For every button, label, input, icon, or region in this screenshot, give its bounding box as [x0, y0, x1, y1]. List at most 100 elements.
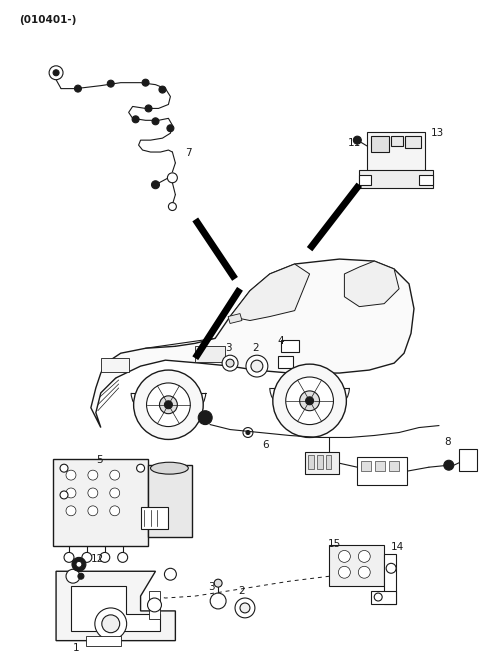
Circle shape — [74, 85, 82, 92]
Bar — [329, 544, 384, 586]
Circle shape — [100, 552, 110, 562]
Text: 2: 2 — [252, 343, 259, 354]
Text: 15: 15 — [327, 539, 341, 548]
Circle shape — [444, 461, 454, 470]
Circle shape — [374, 593, 382, 601]
Circle shape — [142, 79, 149, 86]
Circle shape — [72, 558, 86, 571]
Text: 2: 2 — [238, 586, 245, 596]
Circle shape — [386, 564, 396, 573]
Bar — [371, 591, 396, 604]
Circle shape — [110, 488, 120, 498]
Bar — [308, 455, 313, 469]
Polygon shape — [56, 571, 175, 641]
Bar — [384, 554, 396, 604]
Circle shape — [66, 569, 80, 583]
Bar — [53, 459, 147, 546]
Circle shape — [102, 615, 120, 632]
Bar — [278, 356, 293, 368]
Bar — [367, 133, 425, 172]
Text: 3: 3 — [208, 582, 215, 592]
Bar — [101, 358, 129, 372]
Circle shape — [243, 428, 253, 438]
Bar — [281, 340, 299, 352]
Circle shape — [110, 470, 120, 480]
Circle shape — [137, 464, 144, 472]
Bar — [360, 170, 433, 188]
Circle shape — [88, 506, 98, 516]
Bar — [459, 449, 477, 471]
Circle shape — [165, 568, 176, 580]
Circle shape — [159, 396, 178, 414]
Bar — [141, 507, 168, 529]
Circle shape — [198, 411, 212, 424]
Circle shape — [66, 470, 76, 480]
Text: 3: 3 — [225, 343, 232, 354]
Circle shape — [168, 203, 176, 211]
Ellipse shape — [151, 462, 188, 474]
Text: 8: 8 — [444, 438, 450, 447]
Circle shape — [246, 355, 268, 377]
Circle shape — [210, 593, 226, 609]
Circle shape — [88, 488, 98, 498]
Circle shape — [88, 470, 98, 480]
Circle shape — [133, 370, 203, 440]
Circle shape — [53, 70, 59, 75]
Polygon shape — [71, 586, 160, 630]
Circle shape — [338, 550, 350, 562]
Circle shape — [152, 181, 159, 189]
Circle shape — [251, 360, 263, 372]
Circle shape — [358, 566, 370, 578]
Circle shape — [240, 603, 250, 613]
Text: 13: 13 — [431, 128, 444, 138]
Text: 12: 12 — [91, 554, 104, 564]
Circle shape — [358, 550, 370, 562]
Circle shape — [273, 364, 347, 438]
Bar — [360, 175, 371, 185]
Bar — [86, 636, 120, 646]
Bar — [305, 453, 339, 474]
Circle shape — [306, 397, 313, 405]
Bar — [389, 461, 399, 471]
Circle shape — [246, 430, 250, 434]
Polygon shape — [344, 261, 399, 306]
Text: 7: 7 — [185, 148, 192, 158]
Circle shape — [147, 598, 161, 612]
Circle shape — [165, 401, 172, 409]
Circle shape — [235, 598, 255, 618]
Bar — [405, 136, 421, 148]
Circle shape — [286, 377, 334, 424]
Bar — [195, 346, 225, 362]
Circle shape — [353, 136, 361, 144]
Text: 1: 1 — [73, 643, 80, 653]
Circle shape — [60, 464, 68, 472]
Text: 4: 4 — [278, 337, 285, 346]
Circle shape — [214, 579, 222, 587]
Circle shape — [145, 105, 152, 112]
Circle shape — [146, 383, 190, 426]
Bar — [316, 455, 323, 469]
Text: 5: 5 — [96, 455, 102, 465]
Circle shape — [159, 86, 166, 93]
Circle shape — [82, 552, 92, 562]
Circle shape — [78, 573, 84, 579]
Circle shape — [107, 80, 114, 87]
Circle shape — [66, 488, 76, 498]
Bar — [391, 136, 403, 146]
Circle shape — [132, 116, 139, 123]
Bar — [357, 457, 407, 485]
Polygon shape — [228, 314, 242, 323]
Bar — [375, 461, 385, 471]
Circle shape — [76, 562, 82, 567]
Circle shape — [110, 506, 120, 516]
Bar — [371, 136, 389, 152]
Text: (010401-): (010401-) — [19, 15, 77, 26]
Circle shape — [118, 552, 128, 562]
Circle shape — [152, 118, 159, 125]
Polygon shape — [91, 259, 414, 428]
Circle shape — [222, 355, 238, 371]
Text: 14: 14 — [391, 542, 404, 552]
Bar — [147, 465, 192, 537]
Circle shape — [300, 391, 320, 411]
Circle shape — [226, 359, 234, 367]
